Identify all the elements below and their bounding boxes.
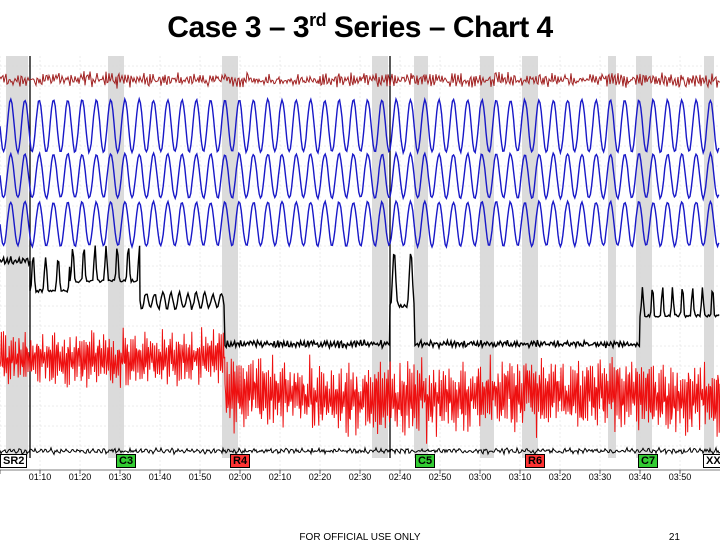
- title-sup: rd: [309, 10, 326, 30]
- x-tick-label: 02:20: [309, 472, 332, 482]
- x-tick-label: 02:00: [229, 472, 252, 482]
- title-prefix: Case 3 – 3: [167, 11, 309, 44]
- x-tick-label: 01:40: [149, 472, 172, 482]
- page-number: 21: [669, 532, 680, 543]
- x-tick-label: 01:20: [69, 472, 92, 482]
- x-tick-label: 02:10: [269, 472, 292, 482]
- x-tick-label: 01:30: [109, 472, 132, 482]
- x-tick-label: 02:50: [429, 472, 452, 482]
- x-tick-label: 03:20: [549, 472, 572, 482]
- event-label-r6: R6: [525, 454, 545, 468]
- x-tick-label: 02:30: [349, 472, 372, 482]
- chart-svg: [0, 56, 720, 486]
- event-label-xx: XX: [703, 454, 720, 468]
- event-label-r4: R4: [230, 454, 250, 468]
- x-tick-label: 01:50: [189, 472, 212, 482]
- x-tick-label: 02:40: [389, 472, 412, 482]
- x-tick-label: 01:10: [29, 472, 52, 482]
- x-axis-labels: 01:10 01:20 01:30 01:40 01:50 02:00 02:10 02:20…: [0, 472, 720, 486]
- footer-classification: FOR OFFICIAL USE ONLY: [299, 532, 420, 543]
- event-label-c7: C7: [638, 454, 658, 468]
- x-tick-label: 03:30: [589, 472, 612, 482]
- x-tick-label: 03:50: [669, 472, 692, 482]
- polygraph-chart: SR2 C3 R4 C5 R6 C7 XX 01:10 01:20 01:30 01:40 01:5…: [0, 56, 720, 486]
- x-tick-label: 03:00: [469, 472, 492, 482]
- x-tick-label: 03:10: [509, 472, 532, 482]
- title-suffix: Series – Chart 4: [326, 11, 553, 44]
- page-title: Case 3 – 3rd Series – Chart 4: [0, 0, 720, 51]
- x-tick-label: 03:40: [629, 472, 652, 482]
- event-label-sr2: SR2: [0, 454, 27, 468]
- event-label-c5: C5: [415, 454, 435, 468]
- event-label-c3: C3: [116, 454, 136, 468]
